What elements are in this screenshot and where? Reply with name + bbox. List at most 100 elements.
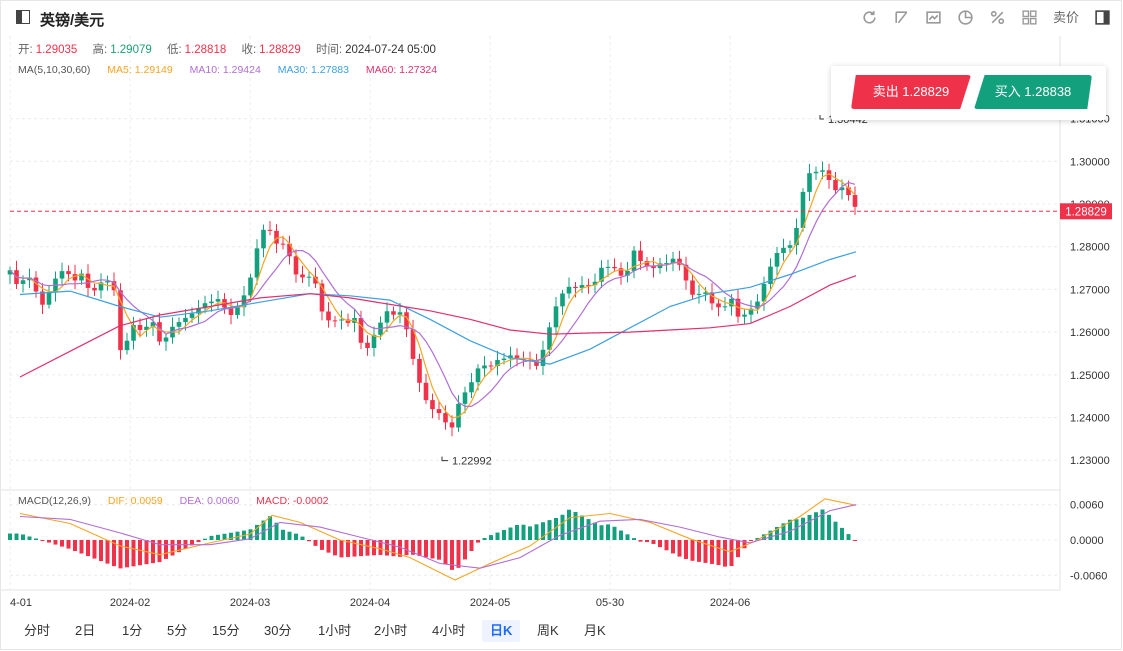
- macd-histogram-bar: [112, 540, 116, 567]
- macd-histogram-bar: [755, 537, 760, 540]
- macd-histogram-bar: [66, 540, 71, 549]
- macd-histogram-bar: [196, 540, 201, 543]
- period-tab[interactable]: 1小时: [318, 623, 352, 638]
- layout-icon[interactable]: [1093, 9, 1111, 27]
- macd-histogram-bar: [21, 534, 25, 540]
- macd-histogram-bar: [476, 540, 480, 543]
- x-tick-label: 2024-04: [350, 597, 390, 609]
- macd-histogram-bar: [118, 540, 123, 569]
- period-tab-active[interactable]: 日K: [482, 620, 521, 642]
- macd-histogram-bar: [489, 535, 493, 540]
- macd-histogram-bar: [632, 538, 636, 540]
- candle-body: [670, 258, 676, 264]
- period-tab[interactable]: 2小时: [374, 623, 408, 638]
- macd-histogram-bar: [651, 540, 656, 544]
- candle-body: [443, 413, 448, 423]
- period-tab[interactable]: 4小时: [432, 623, 466, 638]
- macd-histogram-bar: [391, 540, 396, 557]
- period-tab[interactable]: 周K: [537, 623, 559, 638]
- candle-body: [794, 227, 799, 246]
- macd-histogram-bar: [443, 540, 448, 565]
- macd-tick-label: -0.0060: [1070, 570, 1107, 582]
- low-marker-label: 1.22992: [452, 456, 492, 468]
- candle-body: [742, 314, 747, 317]
- candle-body: [150, 322, 156, 327]
- time-label: 时间:: [315, 44, 343, 56]
- macd-histogram-bar: [658, 540, 662, 548]
- candle-body: [235, 307, 240, 315]
- y-tick-label: 1.28000: [1070, 242, 1110, 254]
- period-tab[interactable]: 30分: [264, 623, 292, 638]
- candle-body: [566, 286, 572, 294]
- macd-histogram-bar: [222, 533, 227, 540]
- candle-body: [553, 306, 559, 328]
- period-tab[interactable]: 15分: [212, 623, 240, 638]
- candle-body: [638, 250, 643, 262]
- macd-histogram-bar: [814, 512, 818, 540]
- macd-histogram-bar: [313, 540, 318, 546]
- macd-histogram-bar: [352, 540, 357, 557]
- draw-icon[interactable]: [893, 9, 911, 27]
- macd-histogram-bar: [547, 520, 552, 540]
- pie-icon[interactable]: [957, 9, 975, 27]
- candle-body: [761, 283, 767, 302]
- refresh-icon[interactable]: [861, 9, 879, 27]
- macd-histogram-bar: [404, 540, 409, 556]
- candle-body: [469, 382, 474, 393]
- candle-body: [618, 268, 624, 276]
- candle-body: [27, 277, 32, 281]
- candle-body: [196, 308, 201, 314]
- macd-histogram-bar: [567, 509, 571, 540]
- macd-histogram-bar: [34, 538, 38, 540]
- macd-histogram-bar: [833, 521, 838, 540]
- candle-body: [592, 281, 598, 286]
- macd-histogram-bar: [606, 524, 610, 540]
- candle-body: [144, 326, 149, 330]
- macd-histogram-bar: [820, 509, 825, 540]
- period-tab[interactable]: 2日: [75, 623, 96, 638]
- macd-histogram-bar: [762, 534, 766, 540]
- macd-histogram-bar: [151, 540, 155, 564]
- candle-body: [787, 245, 793, 248]
- candle-body: [53, 278, 58, 293]
- candle-body: [729, 298, 734, 307]
- candle-body: [488, 365, 494, 367]
- macd-histogram-bar: [398, 540, 402, 557]
- candle-body: [599, 267, 604, 282]
- time-value: 2024-07-24 05:00: [345, 44, 436, 56]
- macd-tick-label: 0.0060: [1070, 500, 1104, 512]
- macd-histogram-bar: [417, 540, 422, 557]
- period-tab[interactable]: 1分: [122, 623, 143, 638]
- macd-histogram-bar: [190, 540, 194, 546]
- macd-histogram-bar: [645, 540, 649, 543]
- sell-button[interactable]: 卖出 1.28829: [851, 75, 971, 109]
- period-tab[interactable]: 分时: [24, 623, 51, 638]
- macd-histogram-bar: [40, 540, 45, 541]
- candle-body: [228, 307, 234, 315]
- macd-histogram-bar: [788, 519, 792, 540]
- x-tick-label: 4-01: [10, 597, 32, 609]
- percent-icon[interactable]: [989, 9, 1007, 27]
- macd-histogram-bar: [853, 540, 857, 541]
- candle-body: [254, 248, 260, 278]
- ma10-line: [9, 181, 856, 408]
- candle-body: [274, 230, 279, 244]
- price-mode-toggle[interactable]: 卖价: [1052, 10, 1079, 25]
- candle-body: [547, 327, 552, 350]
- grid-icon[interactable]: [1021, 9, 1039, 27]
- candle-body: [586, 285, 591, 287]
- candle-body: [371, 334, 377, 349]
- candle-body: [579, 285, 585, 288]
- macd-histogram-bar: [593, 522, 597, 540]
- x-tick-label: 2024-02: [110, 597, 150, 609]
- period-tab[interactable]: 月K: [584, 623, 606, 638]
- buy-button[interactable]: 买入 1.28838: [974, 75, 1092, 109]
- candle-body: [105, 281, 110, 283]
- panel-toggle-icon[interactable]: [16, 10, 30, 24]
- candle-body: [813, 171, 819, 174]
- period-tab[interactable]: 5分: [167, 623, 188, 638]
- chart-type-icon[interactable]: [925, 9, 943, 27]
- macd-histogram-bar: [768, 530, 773, 540]
- candle-body: [176, 322, 182, 327]
